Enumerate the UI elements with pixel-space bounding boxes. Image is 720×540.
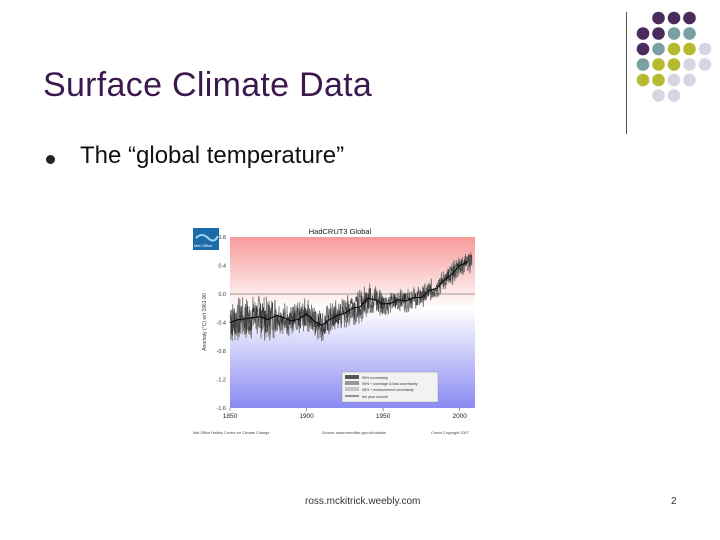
decor-dot: [683, 11, 696, 25]
logo-wave-icon: [195, 234, 219, 242]
page-number: 2: [671, 496, 677, 507]
y-tick-label: -1.6: [217, 406, 226, 412]
decor-dot: [652, 42, 665, 56]
decor-dot: [636, 27, 650, 40]
divider-line: [626, 12, 627, 134]
chart-title: HadCRUT3 Global: [309, 227, 372, 236]
legend-swatch-3: [345, 387, 359, 391]
x-tick-label: 1900: [299, 413, 314, 420]
logo-text: Met Office: [194, 243, 213, 248]
legend-swatch-2: [345, 381, 359, 385]
footer-url: ross.mckitrick.weebly.com: [305, 496, 421, 507]
x-tick-label: 1850: [223, 413, 238, 420]
logo-box: [193, 228, 219, 250]
y-tick-label: -0.8: [217, 349, 226, 355]
decor-dot: [667, 58, 681, 71]
legend: 95% uncertainty 95% + coverage & bias un…: [341, 371, 439, 403]
decor-dot: [636, 58, 650, 71]
decor-dot: [667, 89, 681, 102]
decor-dot: [683, 58, 696, 71]
x-tick-label: 1950: [376, 413, 391, 420]
legend-entry-2: 95% + coverage & bias uncertainty: [362, 382, 418, 386]
hadcrut3-chart: Met Office HadCRUT3 Global 0.8 0.4 0.0 -0.4…: [193, 227, 475, 435]
y-tick-label: 0.0: [218, 292, 226, 298]
bullet-text: The “global temperature”: [80, 142, 345, 169]
x-tick-label: 2000: [452, 413, 467, 420]
y-tick-label: 0.4: [218, 264, 226, 270]
smooth-line: [229, 261, 468, 326]
credit-center: Source: www.metoffice.gov.uk/hadobs: [322, 431, 386, 435]
decor-dot: [636, 42, 650, 56]
decor-dot: [652, 73, 665, 87]
y-tick-label: -0.4: [217, 321, 226, 327]
decor-dot: [652, 58, 665, 71]
decor-dot: [652, 89, 665, 102]
decorative-dot-grid: [636, 11, 712, 102]
decor-dot: [667, 42, 681, 56]
y-tick-label: -1.2: [217, 378, 226, 384]
decor-dot: [698, 58, 712, 71]
decor-dot: [698, 42, 712, 56]
decor-dot: [683, 73, 696, 87]
decor-dot: [636, 73, 650, 87]
decor-dot: [683, 27, 696, 40]
decor-dot: [667, 27, 681, 40]
y-tick-label: 0.8: [218, 235, 226, 241]
credit-right: Crown Copyright 2007: [431, 431, 469, 435]
legend-entry-1: 95% uncertainty: [362, 376, 388, 380]
bullet-dot-icon: [46, 155, 55, 164]
decor-dot: [683, 42, 696, 56]
credit-left: Met Office Hadley Centre for Climate Cha…: [193, 431, 269, 435]
y-axis-label: Anomaly (°C) wrt 1961-90: [202, 293, 208, 351]
decor-dot: [652, 27, 665, 40]
decor-dot: [667, 73, 681, 87]
legend-entry-3: 95% + measurement uncertainty: [362, 388, 414, 392]
decor-dot: [667, 11, 681, 25]
decor-dot: [652, 11, 665, 25]
slide-title: Surface Climate Data: [43, 66, 373, 104]
legend-entry-4: ten year smooth: [362, 395, 388, 399]
legend-swatch-1: [345, 375, 359, 379]
